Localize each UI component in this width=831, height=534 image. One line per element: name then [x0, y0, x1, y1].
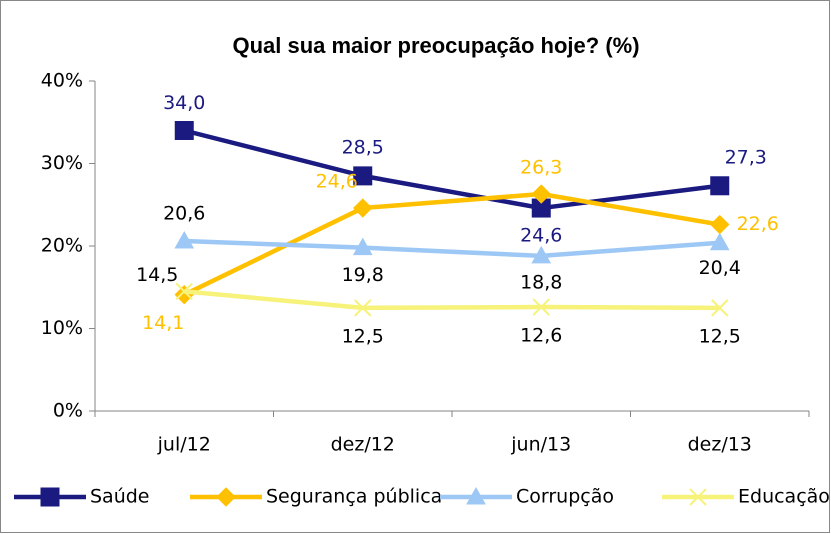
- data-label: 27,3: [725, 146, 767, 168]
- marker: [709, 232, 730, 251]
- marker: [353, 166, 373, 186]
- data-label: 14,1: [142, 312, 184, 334]
- series-line: [183, 191, 721, 297]
- marker: [710, 176, 730, 196]
- y-tick-label: 40%: [41, 70, 83, 92]
- marker: [531, 184, 551, 204]
- x-tick-label: dez/13: [688, 434, 752, 456]
- series-line: [183, 128, 721, 211]
- marker: [532, 298, 550, 316]
- marker: [175, 282, 193, 301]
- data-label: 28,5: [342, 136, 384, 158]
- y-tick-label: 0%: [53, 400, 83, 422]
- marker: [689, 488, 707, 506]
- y-tick-label: 20%: [41, 235, 83, 257]
- series-line: [184, 289, 720, 311]
- marker: [40, 487, 60, 507]
- marker: [174, 121, 194, 140]
- marker: [352, 237, 373, 256]
- y-tick-label: 30%: [41, 152, 83, 174]
- x-tick-label: jul/12: [157, 434, 211, 456]
- data-label: 14,5: [136, 264, 178, 286]
- marker: [174, 231, 195, 249]
- data-label: 26,3: [520, 157, 562, 179]
- legend-label: Saúde: [90, 486, 150, 508]
- series: 14,5 12,5 12,6 12,5: [136, 264, 741, 348]
- data-label: 22,6: [737, 213, 779, 235]
- legend-label: Corrupção: [516, 486, 614, 508]
- marker: [711, 299, 729, 317]
- marker: [353, 198, 373, 218]
- x-tick-label: jun/13: [510, 434, 571, 456]
- marker: [354, 299, 372, 317]
- data-label: 18,8: [520, 271, 562, 293]
- legend-label: Segurança pública: [266, 486, 442, 508]
- chart-title: Qual sua maior preocupação hoje? (%): [232, 33, 639, 58]
- data-label: 24,6: [520, 225, 562, 247]
- marker: [466, 486, 486, 505]
- legend-label: Educação: [738, 486, 830, 508]
- x-tick-label: dez/12: [331, 434, 395, 456]
- marker: [531, 245, 552, 264]
- data-label: 12,6: [520, 325, 562, 347]
- series: 34,0 28,5 24,6 27,3: [163, 92, 767, 247]
- data-label: 12,5: [699, 325, 741, 347]
- data-label: 34,0: [163, 92, 205, 114]
- series-line: [184, 238, 720, 259]
- data-label: 24,6: [316, 171, 358, 193]
- data-label: 20,4: [699, 257, 741, 279]
- data-label: 12,5: [342, 325, 384, 347]
- marker: [216, 487, 236, 507]
- y-tick-label: 10%: [41, 317, 83, 339]
- data-label: 19,8: [342, 264, 384, 286]
- data-label: 20,6: [163, 203, 205, 225]
- series: 20,6 19,8 18,8 20,4: [163, 203, 741, 294]
